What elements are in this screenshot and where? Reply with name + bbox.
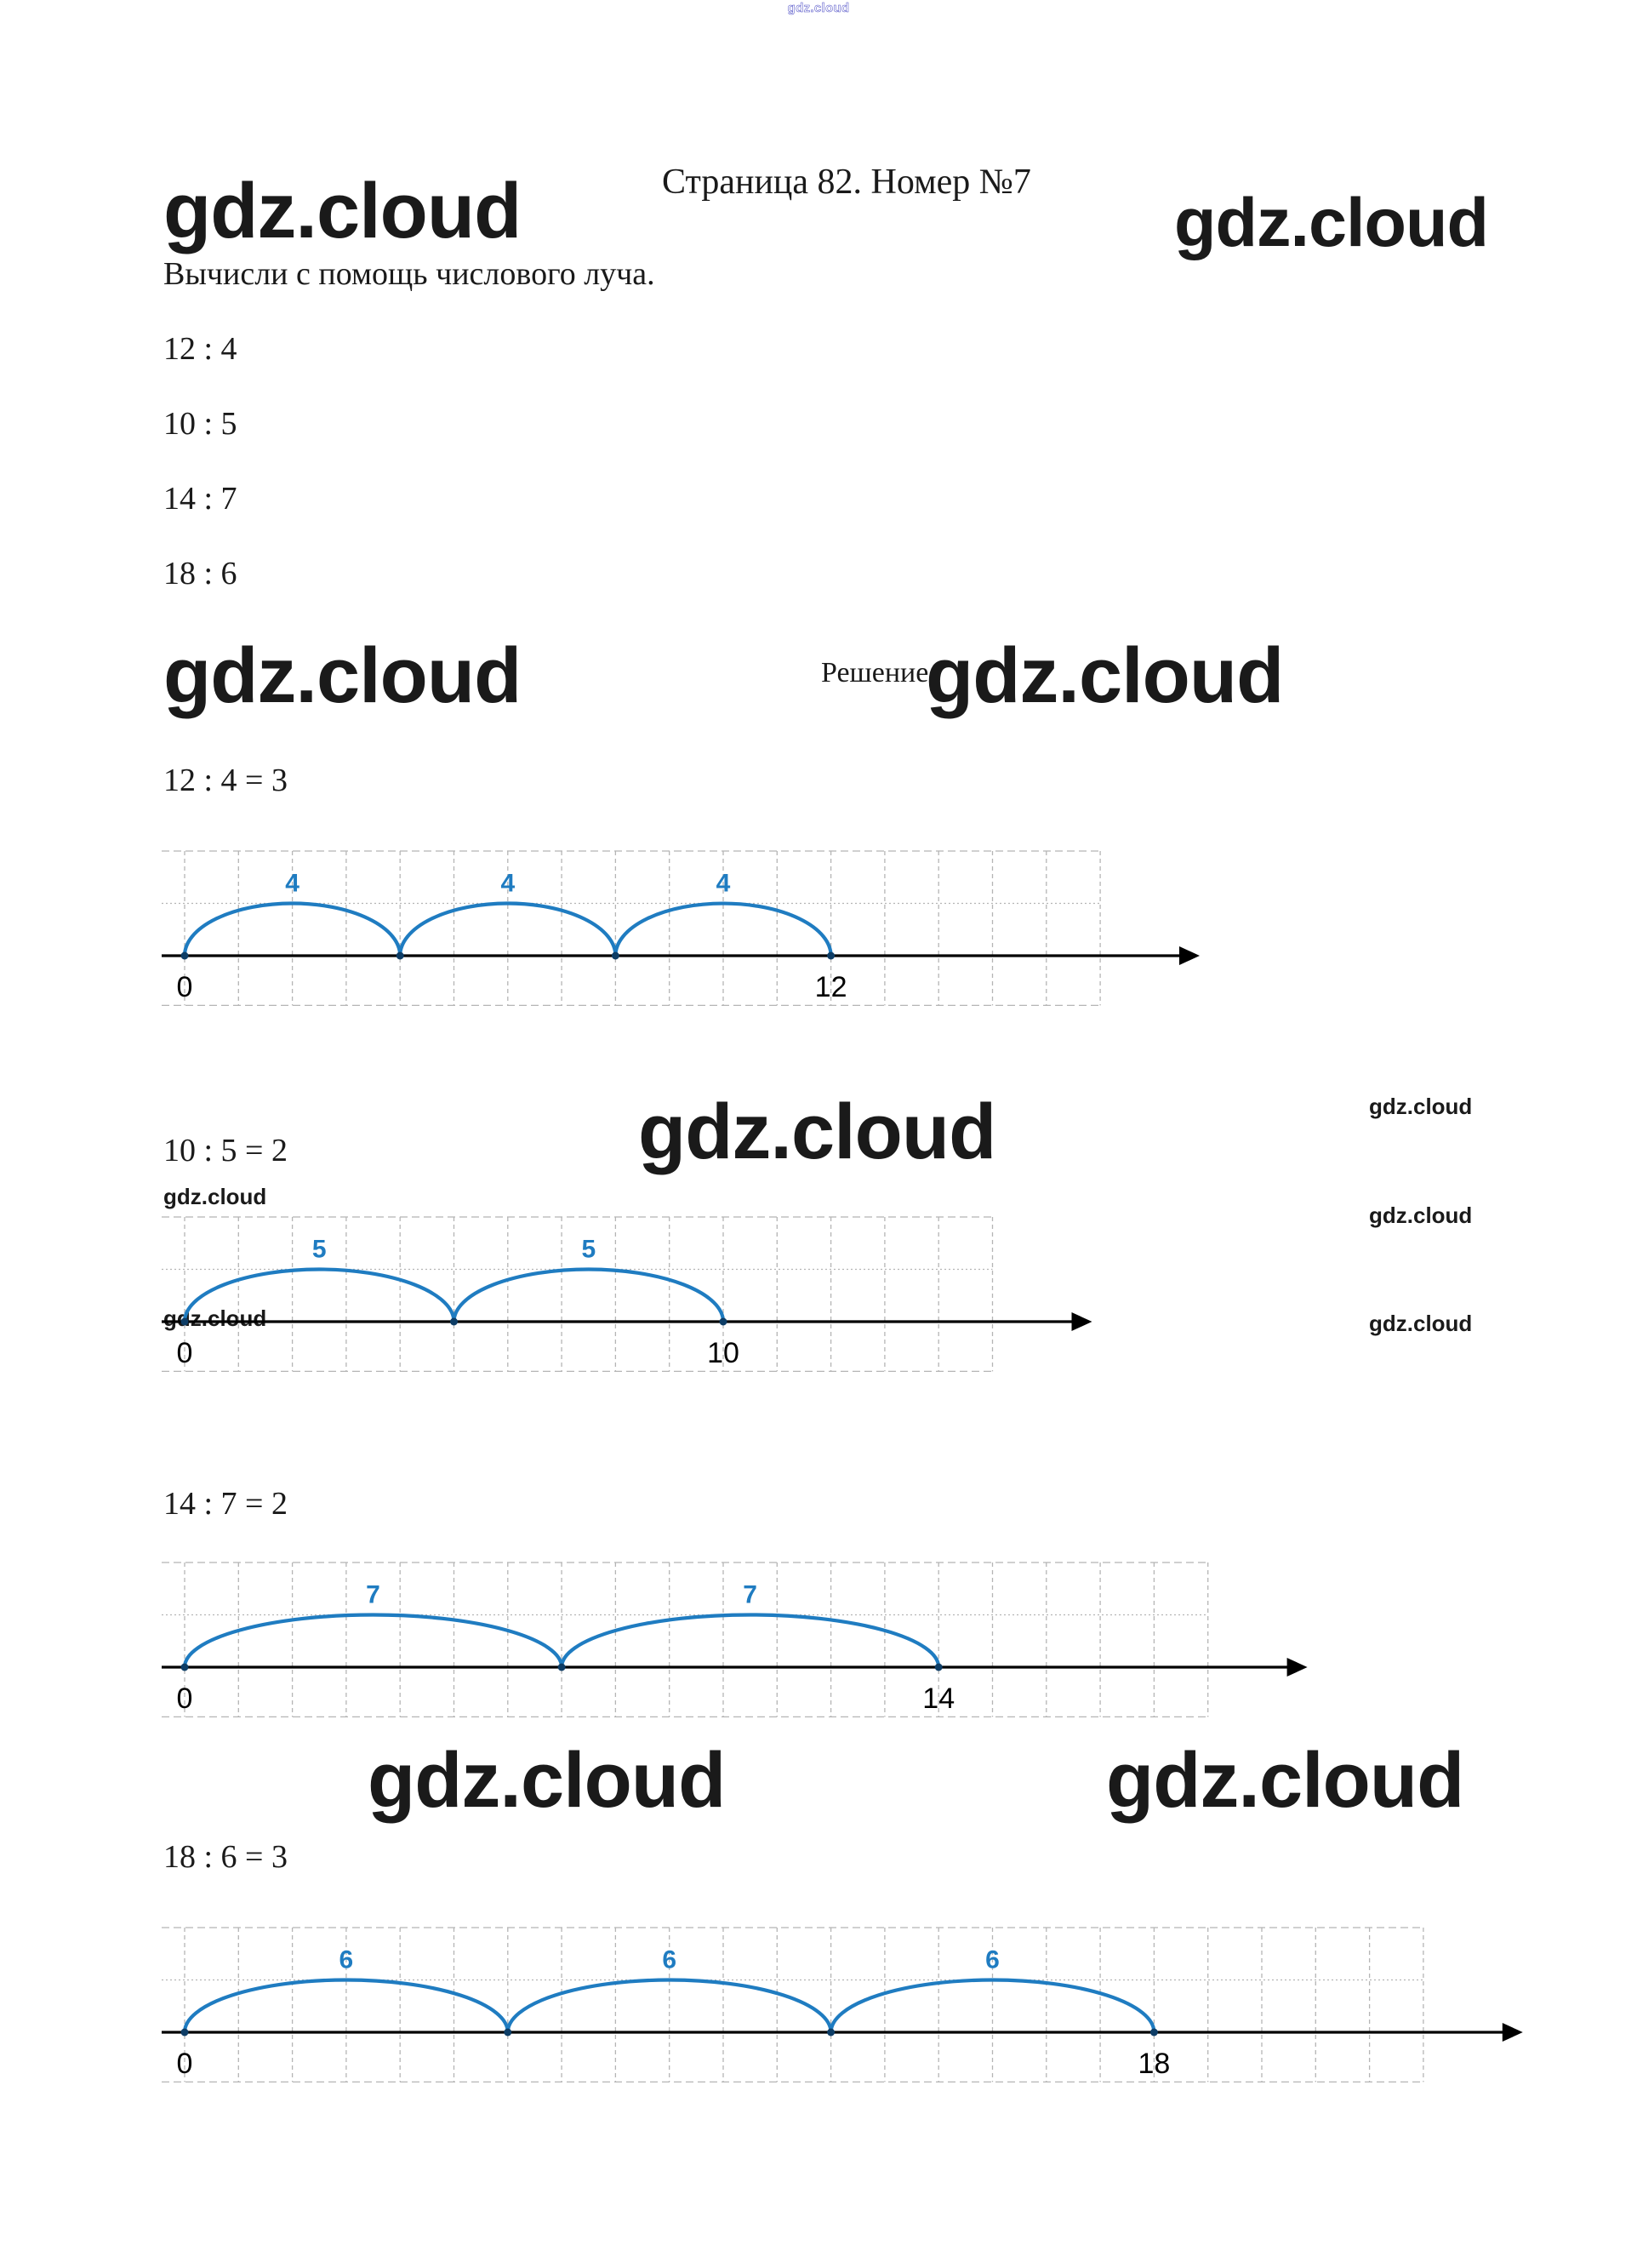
svg-text:4: 4 xyxy=(716,870,731,898)
svg-text:4: 4 xyxy=(285,870,299,898)
svg-text:5: 5 xyxy=(581,1236,596,1264)
svg-text:10: 10 xyxy=(707,1337,739,1369)
svg-text:6: 6 xyxy=(339,1946,354,1974)
svg-text:7: 7 xyxy=(743,1581,757,1609)
svg-text:12: 12 xyxy=(815,971,847,1003)
svg-text:6: 6 xyxy=(662,1946,676,1974)
svg-text:18: 18 xyxy=(1138,2048,1170,2080)
svg-text:4: 4 xyxy=(500,870,515,898)
svg-text:7: 7 xyxy=(366,1581,380,1609)
svg-text:0: 0 xyxy=(177,971,193,1003)
svg-text:0: 0 xyxy=(177,2048,193,2080)
svg-text:5: 5 xyxy=(312,1236,327,1264)
svg-text:6: 6 xyxy=(985,1946,1000,1974)
svg-text:0: 0 xyxy=(177,1337,193,1369)
svg-text:14: 14 xyxy=(922,1682,955,1715)
svg-text:0: 0 xyxy=(177,1682,193,1715)
